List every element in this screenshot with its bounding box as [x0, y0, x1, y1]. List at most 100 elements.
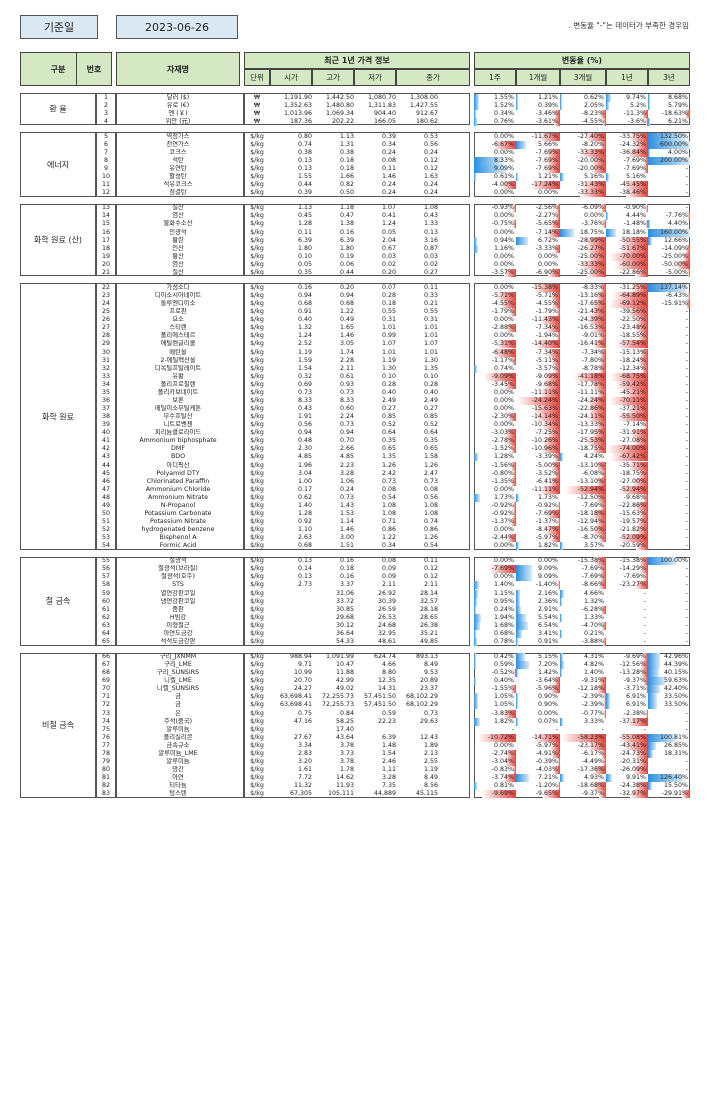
change-value: 0.07% [537, 717, 558, 725]
start-price: 67,305 [289, 790, 312, 798]
unit: ₩ [253, 101, 261, 109]
change-cell: - [648, 365, 690, 373]
change-cell: -4.03% [516, 766, 560, 775]
row-number: 46 [101, 477, 110, 485]
change-cell: - [648, 462, 690, 470]
change-value: 0.90% [537, 693, 558, 701]
decrease-bar [591, 782, 606, 791]
change-cell: -15.38% [606, 557, 648, 566]
change-value: - [685, 509, 688, 517]
close-price: 0.24 [423, 189, 438, 197]
unit: $/kg [250, 348, 264, 356]
row-number: 57 [101, 573, 110, 581]
change-cell: 0.00% [474, 332, 516, 340]
change-cell: - [648, 510, 690, 518]
table-row: 60 냉연강판코일 $/kg 33.72 30.39 32.57 0.95% 2.36% 1.3… [96, 597, 688, 606]
close-price: 0.65 [423, 445, 438, 453]
header-3m: 3개월 [560, 69, 606, 86]
change-cell: 8.68% [648, 93, 690, 102]
unit: $/kg [250, 573, 264, 581]
table-row: 39 니트로벤젠 $/kg 0.56 0.73 0.52 0.52 0.00% -10.34% -… [96, 421, 688, 430]
change-cell: -17.24% [516, 181, 560, 190]
row-number: 44 [101, 461, 110, 469]
change-cell: 9.91% [606, 774, 648, 783]
material-name: N-Propanol [160, 501, 196, 509]
change-value: 0.34% [493, 109, 514, 117]
change-value: - [685, 316, 688, 324]
high-price: 1.22 [339, 308, 354, 316]
low-price: 3.28 [381, 774, 396, 782]
change-cell: 33.50% [648, 693, 690, 702]
unit: $/kg [250, 244, 264, 252]
table-row: 5 역청가스 $/kg 0.80 1.13 0.39 0.53 0.00% -11.67% -27… [96, 132, 688, 141]
change-cell: -45.45% [606, 181, 648, 190]
change-value: -10.72% [487, 733, 514, 741]
change-cell: -52.09% [606, 534, 648, 543]
table-row: 15 불화수소산 $/kg 1.28 1.38 1.24 1.33 -0.75% -5.65% -… [96, 220, 688, 229]
row-number: 56 [101, 565, 110, 573]
decrease-bar [555, 204, 560, 213]
change-cell: -9.37% [560, 790, 606, 799]
change-cell: -22.50% [606, 316, 648, 325]
table-row: 13 질산 $/kg 1.13 1.18 1.07 1.08 -0.93% -2.56% -6.0… [96, 204, 688, 213]
change-cell: 600.00% [648, 140, 690, 149]
start-price: 1.13 [297, 204, 312, 212]
decrease-bar [632, 437, 648, 446]
decrease-bar [634, 324, 648, 333]
change-value: 4.00% [667, 148, 688, 156]
change-cell: -4.49% [560, 757, 606, 766]
decrease-bar [595, 477, 606, 486]
decrease-bar [544, 372, 560, 381]
increase-bar [648, 733, 677, 742]
change-value: - [685, 581, 688, 589]
change-cell: -9.31% [560, 677, 606, 686]
change-cell: -15.13% [606, 348, 648, 357]
row-number: 31 [101, 356, 110, 364]
change-value: -43.41% [619, 741, 646, 749]
change-value: -3.88% [581, 637, 604, 645]
row-number: 71 [101, 693, 110, 701]
change-cell: -9.69% [474, 790, 516, 799]
change-cell: -5.71% [516, 292, 560, 301]
change-value: -8.20% [581, 140, 604, 148]
start-price [270, 630, 312, 638]
row-number: 61 [101, 605, 110, 613]
change-cell: -1.37% [516, 518, 560, 526]
close-price: 0.86 [423, 526, 438, 534]
change-cell: 1.15% [474, 589, 516, 598]
change-value: -59.42% [619, 380, 646, 388]
change-value: -17.24% [531, 181, 558, 189]
change-cell: 0.00% [516, 557, 560, 565]
change-cell: 3.57% [560, 542, 606, 551]
change-value: -57.54% [619, 340, 646, 348]
change-cell: -8.23% [560, 109, 606, 118]
change-cell: - [648, 189, 690, 197]
change-cell: 0.00% [474, 253, 516, 261]
decrease-bar [595, 421, 606, 430]
table-row: 49 N-Propanol $/kg 1.40 1.43 1.08 1.08 -0.92% -0… [96, 501, 688, 510]
material-name: DMF [171, 445, 185, 453]
table-row: 67 구리_LME $/kg 9.71 10.47 4.66 8.49 0.59% 7.20% 4… [96, 661, 688, 670]
high-price: 30.85 [335, 605, 354, 613]
low-price: 0.24 [381, 181, 396, 189]
increase-bar [474, 101, 480, 110]
change-value: -0.83% [491, 766, 514, 774]
start-price: 1.59 [297, 356, 312, 364]
change-cell: 26.85% [648, 741, 690, 750]
change-cell: 6.54% [516, 621, 560, 630]
decrease-bar [602, 621, 606, 630]
change-value: -9.09% [535, 372, 558, 380]
start-price: 3.34 [297, 741, 312, 749]
change-value: -17.95% [577, 429, 604, 437]
row-number: 14 [101, 212, 110, 220]
change-cell: -3.57% [516, 364, 560, 373]
change-value: 9.09% [493, 165, 514, 173]
change-value: - [685, 340, 688, 348]
close-price: 0.24 [423, 181, 438, 189]
change-value: 18.31% [663, 749, 688, 757]
change-cell: -43.41% [606, 741, 648, 750]
change-cell: -2.27% [516, 212, 560, 221]
decrease-bar [598, 677, 606, 686]
change-value: -3.03% [491, 429, 514, 437]
